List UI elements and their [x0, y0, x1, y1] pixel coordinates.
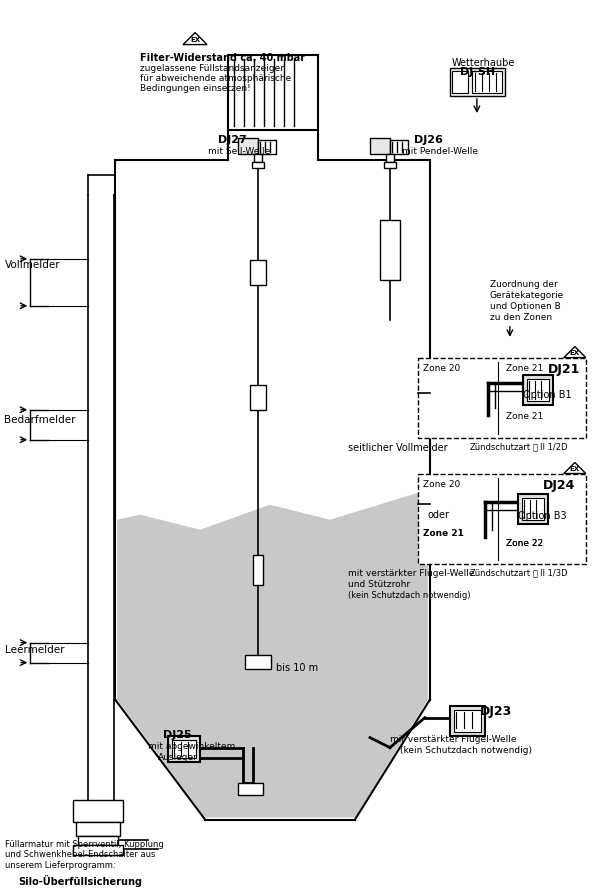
Text: zu den Zonen: zu den Zonen: [490, 312, 552, 322]
Bar: [522, 498, 544, 520]
Text: zugelassene Füllstandsanzeiger: zugelassene Füllstandsanzeiger: [140, 64, 284, 73]
Polygon shape: [564, 463, 586, 473]
Text: Filter-Widerstand ca. 40 mbar: Filter-Widerstand ca. 40 mbar: [140, 53, 305, 63]
Text: Option B3: Option B3: [518, 511, 566, 521]
Bar: [245, 655, 271, 668]
Text: Zone 22: Zone 22: [506, 538, 543, 547]
Bar: [250, 260, 266, 285]
Bar: [386, 154, 394, 162]
Bar: [238, 782, 263, 795]
Bar: [168, 735, 200, 762]
Text: und Schwenkhebel-Endschalter aus: und Schwenkhebel-Endschalter aus: [5, 851, 156, 860]
Bar: [172, 740, 196, 757]
Text: DJ21: DJ21: [548, 363, 581, 376]
Bar: [238, 138, 258, 154]
Text: EX: EX: [190, 36, 200, 43]
Bar: [254, 154, 262, 162]
Text: Silo-Überfüllsicherung: Silo-Überfüllsicherung: [18, 875, 142, 886]
Polygon shape: [183, 33, 207, 44]
Text: unserem Lieferprogramm:: unserem Lieferprogramm:: [5, 862, 116, 870]
Text: Leermelder: Leermelder: [5, 644, 65, 655]
Bar: [370, 138, 390, 154]
Text: II 1/3D: II 1/3D: [540, 569, 567, 578]
Text: DJ27: DJ27: [218, 135, 247, 145]
Text: Bedingungen einsetzen!: Bedingungen einsetzen!: [140, 84, 251, 93]
Bar: [418, 358, 586, 438]
Bar: [450, 68, 505, 96]
Text: Vollmelder: Vollmelder: [5, 260, 61, 270]
Polygon shape: [564, 346, 586, 358]
Text: mit verstärkter Flügel-Welle: mit verstärkter Flügel-Welle: [390, 734, 517, 743]
Text: mit Seil-Welle: mit Seil-Welle: [208, 147, 271, 156]
Text: und Stützrohr: und Stützrohr: [348, 579, 410, 588]
Text: DJ23: DJ23: [480, 705, 512, 717]
Bar: [380, 220, 400, 279]
Text: Wetterhaube: Wetterhaube: [452, 58, 516, 68]
Text: ⓪: ⓪: [532, 443, 538, 452]
Text: Gerätekategorie: Gerätekategorie: [490, 291, 564, 300]
Bar: [73, 846, 123, 855]
Bar: [78, 836, 118, 845]
Text: Zone 21: Zone 21: [423, 529, 464, 538]
Text: für abweichende atmosphärische: für abweichende atmosphärische: [140, 74, 291, 83]
Bar: [250, 384, 266, 409]
Text: und Optionen B: und Optionen B: [490, 302, 561, 311]
Text: DJ25: DJ25: [163, 730, 192, 740]
Text: mit verstärkter Flügel-Welle: mit verstärkter Flügel-Welle: [348, 569, 474, 578]
Bar: [76, 821, 120, 836]
Text: Bedarfmelder: Bedarfmelder: [4, 415, 76, 425]
Text: Zone 20: Zone 20: [423, 364, 460, 373]
Text: Zone 21: Zone 21: [506, 412, 543, 421]
Bar: [252, 162, 264, 168]
Text: Zone 20: Zone 20: [423, 480, 460, 489]
Polygon shape: [117, 490, 428, 818]
Bar: [472, 71, 502, 93]
Bar: [73, 799, 123, 821]
Text: Zone 22: Zone 22: [506, 538, 543, 547]
Bar: [454, 709, 481, 732]
Text: (kein Schutzdach notwendig): (kein Schutzdach notwendig): [400, 746, 532, 755]
Text: EX: EX: [570, 350, 580, 356]
Bar: [523, 375, 553, 405]
Text: Zündschutzart: Zündschutzart: [470, 569, 531, 578]
Text: oder: oder: [428, 510, 450, 520]
Bar: [452, 71, 468, 93]
Text: (kein Schutzdach notwendig): (kein Schutzdach notwendig): [348, 591, 470, 600]
Text: DJ24: DJ24: [543, 479, 575, 491]
Text: Zündschutzart: Zündschutzart: [470, 442, 531, 452]
Text: Zuordnung der: Zuordnung der: [490, 279, 558, 289]
Text: Option B1: Option B1: [523, 390, 572, 400]
Bar: [258, 140, 276, 154]
Text: Zone 21: Zone 21: [506, 364, 543, 373]
Bar: [390, 140, 408, 154]
Bar: [518, 494, 548, 523]
Text: Ausleger: Ausleger: [158, 753, 198, 762]
Text: DJ-SH: DJ-SH: [460, 67, 495, 77]
Text: bis 10 m: bis 10 m: [276, 662, 318, 673]
Bar: [450, 706, 485, 735]
Text: EX: EX: [570, 466, 580, 472]
Bar: [228, 55, 318, 130]
Text: II 1/2D: II 1/2D: [540, 442, 567, 452]
Text: ⓪: ⓪: [532, 570, 538, 578]
Bar: [418, 473, 586, 563]
Text: mit abgewinkeltem: mit abgewinkeltem: [148, 741, 235, 750]
Bar: [384, 162, 396, 168]
Text: mit Pendel-Welle: mit Pendel-Welle: [402, 147, 478, 156]
Text: DJ26: DJ26: [414, 135, 443, 145]
Text: seitlicher Vollmelder: seitlicher Vollmelder: [348, 442, 448, 453]
Text: Füllarmatur mit Sperrventil, Kupplung: Füllarmatur mit Sperrventil, Kupplung: [5, 839, 164, 848]
Bar: [253, 554, 263, 585]
Bar: [527, 379, 549, 400]
